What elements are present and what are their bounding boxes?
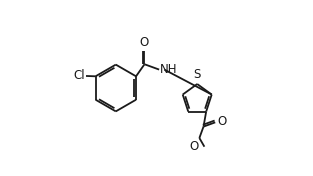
Text: O: O [140,36,149,49]
Text: O: O [189,140,198,153]
Text: S: S [193,68,201,81]
Text: O: O [217,115,226,128]
Text: Cl: Cl [73,70,85,83]
Text: NH: NH [160,63,177,76]
